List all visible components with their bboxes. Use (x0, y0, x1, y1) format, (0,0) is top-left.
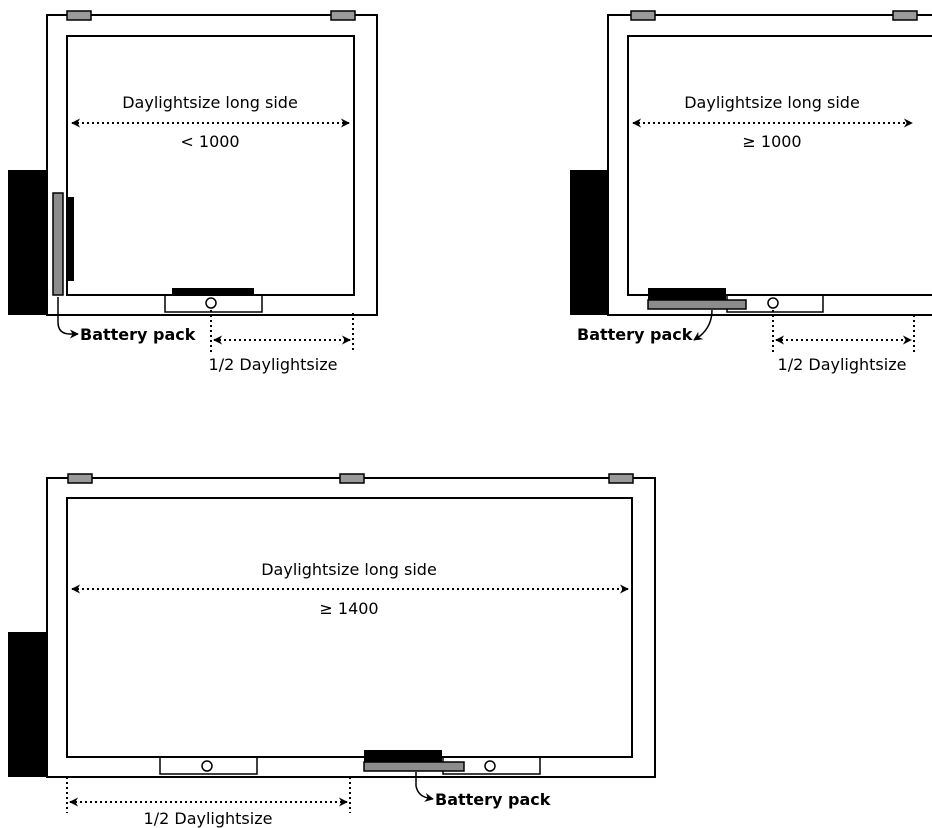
mounting-clip (67, 473, 93, 484)
diagram-2: Daylightsize long side ≥ 1000 Battery pa… (570, 10, 932, 374)
size-condition-label: ≥ 1400 (319, 599, 378, 618)
handle-knob (484, 760, 496, 772)
battery-holder (648, 288, 726, 300)
mounting-clip (608, 473, 634, 484)
battery-pack (647, 299, 747, 310)
battery-pointer (57, 297, 79, 339)
long-side-label: Daylightsize long side (122, 93, 298, 112)
outer-frame (607, 14, 932, 316)
wall-block (570, 170, 608, 315)
mounting-clip (630, 10, 656, 21)
battery-holder (364, 750, 442, 762)
battery-pack (52, 192, 64, 296)
half-dimension-label: 1/2 Daylightsize (209, 355, 338, 374)
long-side-label: Daylightsize long side (684, 93, 860, 112)
mounting-clip (892, 10, 918, 21)
battery-pack (363, 761, 465, 772)
battery-pack-label: Battery pack (577, 325, 693, 344)
handle-knob (201, 760, 213, 772)
size-condition-label: ≥ 1000 (742, 132, 801, 151)
bottom-bar (172, 288, 254, 294)
daylight-area (627, 35, 932, 296)
half-dimension-label: 1/2 Daylightsize (144, 809, 273, 828)
battery-pack-label: Battery pack (80, 325, 196, 344)
diagram-1: Daylightsize long side < 1000 Battery pa… (8, 10, 378, 374)
wall-block (8, 632, 48, 777)
handle-bracket (164, 294, 263, 313)
battery-pack-label: Battery pack (435, 790, 551, 809)
battery-holder (67, 197, 74, 281)
mounting-clip (330, 10, 356, 21)
outer-frame (46, 477, 656, 778)
handle-knob (205, 297, 217, 309)
daylight-area (66, 497, 633, 758)
long-side-label: Daylightsize long side (261, 560, 437, 579)
half-dimension-label: 1/2 Daylightsize (778, 355, 907, 374)
battery-pointer (693, 309, 713, 341)
handle-bracket (159, 756, 258, 775)
mounting-clip (66, 10, 92, 21)
battery-pointer (415, 772, 434, 802)
outer-frame (46, 14, 378, 316)
diagram-3: Daylightsize long side ≥ 1400 Battery pa… (8, 473, 656, 828)
handle-knob (767, 297, 779, 309)
daylight-area (66, 35, 355, 296)
size-condition-label: < 1000 (180, 132, 239, 151)
mounting-clip (339, 473, 365, 484)
wall-block (8, 170, 48, 315)
